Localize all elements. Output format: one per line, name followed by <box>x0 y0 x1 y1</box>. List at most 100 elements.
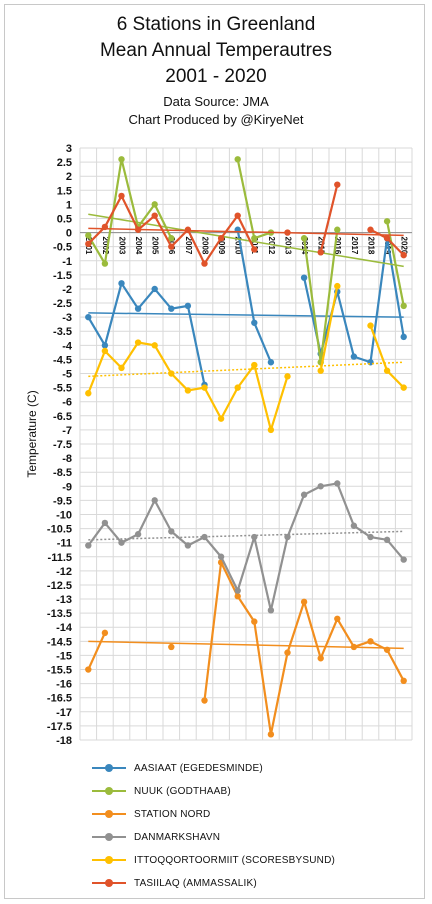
data-point-station-nord <box>350 643 358 651</box>
chart-title-line3: 2001 - 2020 <box>165 66 267 87</box>
data-point-tasiilaq-ammassalik <box>400 251 407 259</box>
x-tick-label: 2013 <box>283 237 292 255</box>
x-tick-label: 2010 <box>234 237 243 255</box>
data-point-nuuk-godthaab <box>251 235 258 242</box>
data-point-danmarkshavn <box>101 519 109 527</box>
x-tick-label: 2007 <box>184 237 193 255</box>
y-tick-label: -5.5 <box>53 383 72 395</box>
data-point-ittoqqortoormiit-scoresbysund <box>367 322 374 329</box>
data-point-tasiilaq-ammassalik <box>118 192 125 200</box>
y-tick-label: -2.5 <box>53 298 72 310</box>
legend-item-danmarkshavn: DANMARKSHAVN <box>92 828 220 846</box>
data-point-nuuk-godthaab <box>101 260 109 267</box>
y-tick-label: -17 <box>56 707 72 719</box>
y-tick-label: 2 <box>66 171 72 183</box>
data-point-tasiilaq-ammassalik <box>201 260 208 267</box>
data-point-station-nord <box>251 618 258 625</box>
data-point-station-nord <box>234 593 241 600</box>
data-point-station-nord <box>300 598 308 606</box>
data-point-nuuk-godthaab <box>334 226 341 233</box>
y-tick-label: -9 <box>62 481 72 493</box>
y-tick-label: 2.5 <box>57 157 72 169</box>
data-point-station-nord <box>317 655 324 662</box>
x-tick-label: 2009 <box>217 237 226 255</box>
legend-label: NUUK (GODTHAAB) <box>134 785 231 797</box>
y-tick-label: -16.5 <box>47 693 72 705</box>
legend-item-station-nord: STATION NORD <box>92 805 210 823</box>
data-point-station-nord <box>201 697 208 704</box>
y-tick-label: -13.5 <box>47 608 72 620</box>
data-point-ittoqqortoormiit-scoresbysund <box>85 390 92 397</box>
data-point-tasiilaq-ammassalik <box>101 223 109 231</box>
y-axis-label: Temperature (C) <box>25 390 39 477</box>
x-tick-label: 2017 <box>350 237 359 255</box>
data-point-aasiaat-egedesminde <box>400 333 407 341</box>
x-tick-label: 2002 <box>101 237 110 255</box>
data-point-tasiilaq-ammassalik <box>251 246 258 253</box>
y-tick-label: 1 <box>66 199 72 211</box>
y-tick-label: 3 <box>66 143 72 155</box>
data-point-danmarkshavn <box>317 483 324 490</box>
x-tick-label: 2011 <box>250 237 259 255</box>
y-tick-label: -12 <box>56 566 72 578</box>
data-point-danmarkshavn <box>400 556 407 563</box>
series-line-danmarkshavn <box>87 482 405 612</box>
data-source-label: Data Source: JMA <box>163 94 269 109</box>
data-point-tasiilaq-ammassalik <box>234 212 241 219</box>
data-point-ittoqqortoormiit-scoresbysund <box>151 342 158 349</box>
data-point-nuuk-godthaab <box>85 232 92 239</box>
y-tick-label: -4.5 <box>53 354 72 366</box>
legend-label: DANMARKSHAVN <box>134 831 221 843</box>
data-point-danmarkshavn <box>217 553 225 560</box>
series-line-station-nord <box>87 632 106 670</box>
legend-swatch <box>92 855 126 865</box>
data-point-aasiaat-egedesminde <box>350 353 358 360</box>
legend-label: AASIAAT (EGEDESMINDE) <box>134 762 263 774</box>
x-tick-label: 2016 <box>333 237 342 255</box>
data-point-station-nord <box>168 643 175 651</box>
y-tick-label: -14.5 <box>47 636 72 648</box>
chart-title-line1: 6 Stations in Greenland <box>116 14 316 35</box>
y-tick-label: -8.5 <box>53 467 72 479</box>
x-tick-label: 2015 <box>317 237 326 255</box>
data-point-danmarkshavn <box>134 531 142 538</box>
legend-item-ittoqqortoormiit-scoresbysund: ITTOQQORTOORMIIT (SCORESBYSUND) <box>92 851 335 869</box>
legend-item-aasiaat-egedesminde: AASIAAT (EGEDESMINDE) <box>92 759 263 777</box>
data-point-ittoqqortoormiit-scoresbysund <box>134 339 142 346</box>
y-tick-label: -7 <box>62 425 72 437</box>
data-point-danmarkshavn <box>168 528 175 535</box>
data-point-aasiaat-egedesminde <box>267 359 275 366</box>
y-tick-label: -15.5 <box>47 665 72 677</box>
data-point-ittoqqortoormiit-scoresbysund <box>234 384 241 391</box>
data-point-tasiilaq-ammassalik <box>217 235 225 242</box>
data-point-station-nord <box>267 731 275 738</box>
y-tick-label: -4 <box>62 340 73 352</box>
data-point-tasiilaq-ammassalik <box>284 229 291 236</box>
data-point-danmarkshavn <box>85 542 92 549</box>
y-tick-label: -0.5 <box>53 242 72 254</box>
data-point-ittoqqortoormiit-scoresbysund <box>383 367 391 374</box>
data-point-danmarkshavn <box>267 607 275 614</box>
y-tick-label: -1.5 <box>53 270 72 282</box>
data-point-ittoqqortoormiit-scoresbysund <box>168 370 175 377</box>
data-point-station-nord <box>400 677 407 684</box>
y-tick-label: -2 <box>62 284 72 296</box>
x-tick-label: 2018 <box>366 237 375 255</box>
series-line-ittoqqortoormiit-scoresbysund <box>319 285 339 371</box>
data-point-ittoqqortoormiit-scoresbysund <box>217 415 225 422</box>
data-point-nuuk-godthaab <box>300 235 308 242</box>
y-tick-label: 0 <box>66 228 72 240</box>
data-point-ittoqqortoormiit-scoresbysund <box>400 384 407 391</box>
data-point-ittoqqortoormiit-scoresbysund <box>184 387 192 394</box>
data-point-danmarkshavn <box>201 533 208 541</box>
legend-label: STATION NORD <box>134 808 211 820</box>
y-tick-label: -1 <box>62 256 72 268</box>
data-point-tasiilaq-ammassalik <box>367 226 374 233</box>
y-tick-label: -5 <box>62 369 72 381</box>
data-point-tasiilaq-ammassalik <box>317 249 324 256</box>
x-tick-label: 2003 <box>117 237 126 255</box>
data-point-danmarkshavn <box>118 539 125 546</box>
data-point-nuuk-godthaab <box>168 235 175 242</box>
y-tick-label: -11 <box>57 538 72 550</box>
data-point-danmarkshavn <box>234 587 241 594</box>
